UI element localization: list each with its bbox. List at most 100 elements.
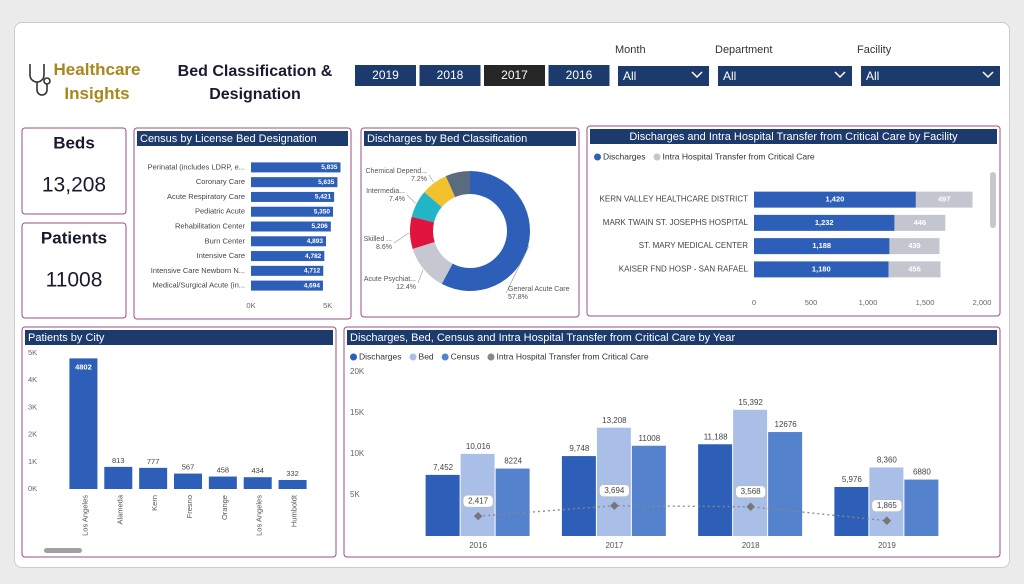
x-tick-label: Orange — [220, 495, 229, 520]
line-marker — [746, 502, 755, 511]
scrollbar — [990, 172, 996, 228]
filter-dropdown[interactable] — [861, 66, 1000, 86]
leader-line — [406, 194, 416, 204]
bar — [251, 236, 327, 247]
bar — [754, 214, 895, 231]
y-tick-label: 10K — [350, 449, 365, 458]
panel-title: Discharges by Bed Classification — [367, 133, 527, 145]
bar — [251, 221, 331, 232]
y-tick-label: 5K — [28, 348, 37, 357]
x-tick-label: Kern — [150, 495, 159, 511]
data-label: 813 — [112, 456, 125, 465]
data-label: 11,188 — [704, 432, 728, 441]
bar — [631, 445, 666, 536]
kpi-value: 11008 — [46, 269, 103, 292]
x-tick-label: Los Angeles — [255, 495, 264, 536]
bar — [251, 162, 341, 173]
x-tick-label: 0 — [752, 298, 756, 307]
bar — [251, 206, 334, 217]
donut-slice — [410, 216, 435, 249]
x-tick-label: Los Angeles — [80, 495, 89, 536]
category-label: KERN VALLEY HEALTHCARE DISTRICT — [600, 195, 749, 204]
data-label: 5,206 — [312, 223, 329, 230]
year-button[interactable] — [419, 65, 481, 86]
panel-title: Discharges, Bed, Census and Intra Hospit… — [350, 332, 736, 344]
leader-line — [393, 232, 410, 244]
bar — [208, 476, 237, 489]
data-label: 446 — [914, 218, 927, 227]
x-tick-label: Alameda — [115, 494, 124, 524]
bar — [768, 432, 803, 536]
panel — [360, 127, 580, 318]
data-label-box — [462, 494, 494, 508]
scrollbar — [44, 548, 82, 553]
filter-dropdown[interactable] — [718, 66, 852, 86]
y-tick-label: 5K — [350, 490, 360, 499]
data-label: 332 — [286, 469, 299, 478]
category-label: Medical/Surgical Acute (in... — [152, 281, 245, 290]
data-label-box — [871, 499, 903, 513]
data-label: 456 — [908, 264, 921, 273]
bar — [834, 486, 869, 536]
year-button-label[interactable]: 2017 — [501, 68, 528, 82]
data-label: 4,712 — [304, 268, 321, 275]
filter-value[interactable]: All — [723, 69, 736, 83]
bar — [251, 191, 335, 202]
year-button[interactable] — [355, 65, 416, 86]
leader-line — [417, 269, 424, 284]
data-label: 8,360 — [877, 456, 898, 465]
legend-swatch — [409, 353, 417, 361]
y-tick-label: 1K — [28, 457, 37, 466]
data-label: 7,452 — [433, 463, 454, 472]
icon-bell — [43, 77, 51, 85]
dropdown-chevron — [834, 71, 846, 79]
filter-dropdown[interactable] — [618, 66, 709, 86]
data-label: 1,865 — [877, 501, 898, 510]
x-tick-label: 5K — [323, 301, 332, 310]
data-label: 8224 — [504, 457, 522, 466]
data-label: 1,420 — [826, 195, 845, 204]
bar — [754, 191, 916, 208]
category-label: KAISER FND HOSP - SAN RAFAEL — [619, 264, 749, 273]
data-label: 3,568 — [741, 487, 762, 496]
bar — [733, 409, 768, 536]
dropdown-chevron — [691, 71, 703, 79]
bar — [904, 479, 939, 536]
bar — [915, 191, 973, 208]
year-button-label[interactable]: 2018 — [437, 68, 464, 82]
legend-swatch — [350, 353, 357, 361]
filter-value[interactable]: All — [623, 69, 636, 83]
slice-label: Intermedia... — [366, 188, 405, 195]
data-label: 439 — [908, 241, 921, 250]
year-button[interactable] — [548, 65, 610, 86]
category-label: Acute Respiratory Care — [167, 192, 245, 201]
brand: Healthcare Insights — [53, 60, 141, 103]
category-label: ST. MARY MEDICAL CENTER — [639, 241, 748, 250]
year-button-label[interactable]: 2016 — [566, 68, 593, 82]
bar — [495, 468, 530, 536]
bar — [251, 177, 338, 188]
donut-slice — [445, 171, 470, 198]
donut-slice — [412, 241, 453, 284]
x-tick-label: 2019 — [878, 541, 896, 550]
bar — [889, 238, 940, 255]
bar — [251, 280, 323, 291]
filter-value[interactable]: All — [866, 69, 879, 83]
line-marker — [473, 511, 483, 521]
data-label: 1,232 — [815, 218, 834, 227]
x-tick-label: 1,500 — [916, 298, 935, 307]
year-button-label[interactable]: 2019 — [372, 68, 399, 82]
data-label: 4802 — [75, 362, 92, 371]
data-label: 5,635 — [318, 179, 335, 186]
bar — [754, 238, 890, 255]
data-label: 9,748 — [569, 444, 590, 453]
panel-title: Census by License Bed Designation — [140, 133, 317, 145]
bar — [888, 261, 941, 278]
bar — [596, 427, 631, 536]
panel-title-bar — [137, 131, 348, 146]
category-label: Burn Center — [205, 236, 246, 245]
y-tick-label: 15K — [350, 408, 365, 417]
year-button[interactable] — [484, 65, 545, 86]
